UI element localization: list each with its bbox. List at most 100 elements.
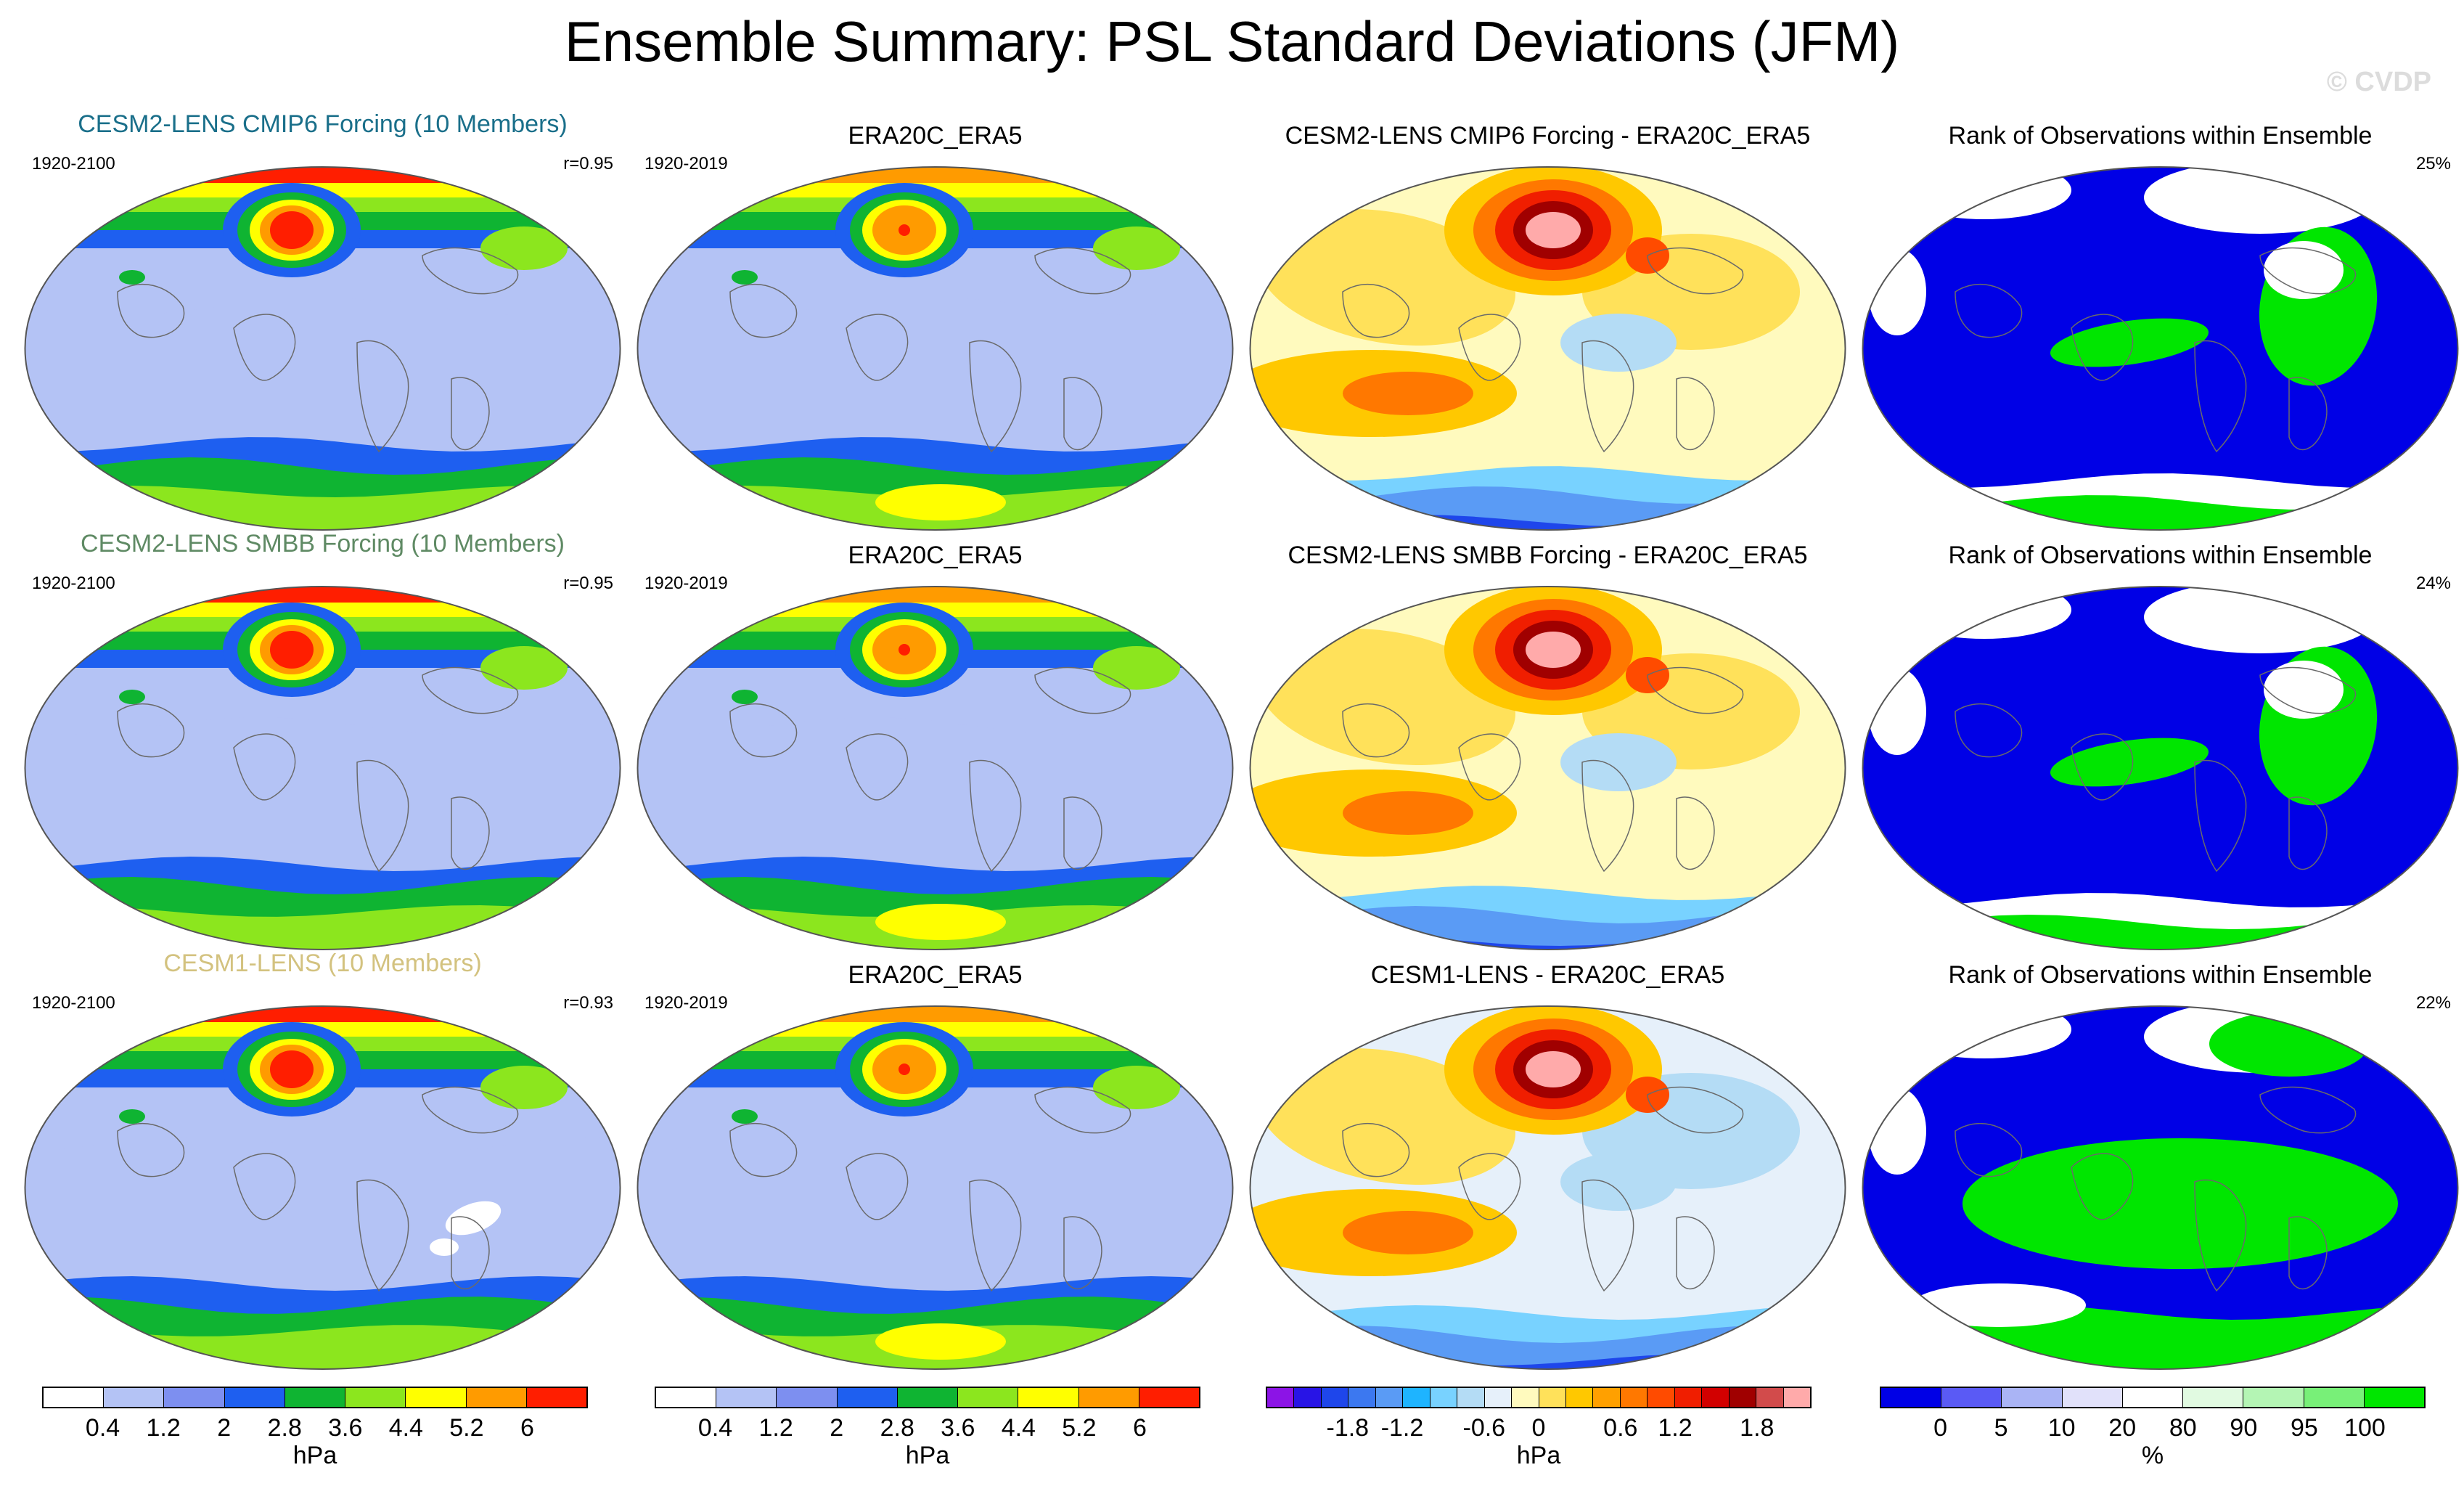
std-colorbar-tick-label: 4.4 (388, 1414, 423, 1442)
cool-patch-eq (1560, 733, 1677, 791)
coastline-4 (1647, 247, 1744, 295)
panel-model-row2: CESM2-LENS SMBB Forcing (10 Members) 1920… (16, 530, 629, 955)
sh-band-lime (25, 1325, 621, 1369)
std-colorbar-col2: 0.4 1.2 2 2.8 3.6 4.4 5.2 6 hPa (655, 1387, 1200, 1481)
rank-colorbar-swatch (2364, 1388, 2424, 1407)
rank-colorbar-tick-label: 20 (2108, 1414, 2137, 1442)
panel-title-rank-row2: Rank of Observations within Ensemble (1948, 542, 2373, 569)
rank-map (1862, 166, 2459, 531)
std-colorbar-tick-label: 2 (830, 1414, 844, 1442)
diff-map (1249, 1005, 1846, 1370)
coastline-0 (233, 733, 296, 801)
npac-red (899, 644, 910, 656)
map-outline (637, 1005, 1234, 1370)
coastline-0 (1458, 733, 1521, 801)
obs-map (637, 1005, 1234, 1370)
model-map (24, 166, 621, 531)
map-outline (24, 166, 621, 531)
panel-obs-row1: ERA20C_ERA5 1920-2019 (629, 116, 1242, 536)
panel-diff-row2: CESM2-LENS SMBB Forcing - ERA20C_ERA5 (1241, 536, 1854, 955)
diff-colorbar: -1.8 -1.2 -0.6 0 0.6 1.2 1.8 hPa (1266, 1387, 1812, 1481)
map-outline (24, 1005, 621, 1370)
natl-lime (1093, 646, 1180, 690)
diff-colorbar-tick-label: 1.2 (1658, 1414, 1693, 1442)
tropics-light (25, 1137, 621, 1247)
panel-title-model-row3: CESM1-LENS (10 Members) (163, 950, 482, 977)
nh-band-red (25, 1006, 621, 1022)
spot-green (732, 1109, 758, 1124)
nh-band-red (637, 1006, 1233, 1022)
panel-rank-row1: Rank of Observations within Ensemble 25% (1854, 116, 2464, 536)
std-colorbar-tick-label: 0.4 (697, 1414, 733, 1442)
std-colorbar-unit-label: hPa (292, 1442, 337, 1469)
nh-band-red (25, 587, 621, 603)
diff-colorbar-swatches (1266, 1387, 1812, 1408)
coastline-3 (117, 703, 185, 758)
coastline-4 (1647, 666, 1744, 714)
rank-map (1862, 1005, 2459, 1370)
panel-title-diff-row3: CESM1-LENS - ERA20C_ERA5 (1370, 961, 1725, 989)
std-colorbar-tick-label: 2.8 (267, 1414, 302, 1442)
diff-colorbar-swatch (1648, 1388, 1675, 1407)
diff-colorbar-swatch (1783, 1388, 1811, 1407)
coastline-4 (1034, 247, 1131, 295)
diff-colorbar-swatch (1267, 1388, 1295, 1407)
rank-percent-label: 25% (2415, 154, 2451, 173)
panel-model-row1: CESM2-LENS CMIP6 Forcing (10 Members) 192… (16, 110, 629, 536)
std-colorbar-swatch (837, 1388, 898, 1407)
diff-colorbar-tick-label: 1.8 (1740, 1414, 1775, 1442)
natl-lime (480, 226, 568, 270)
npac-red (270, 1050, 314, 1088)
cool-patch-eq (1560, 314, 1677, 372)
coastline-1 (1581, 340, 1634, 453)
diff-colorbar-swatch (1674, 1388, 1703, 1407)
diff-colorbar-unit-label: hPa (1516, 1442, 1561, 1469)
coastline-0 (846, 1153, 909, 1220)
panel-rank-row3: Rank of Observations within Ensemble 22% (1854, 955, 2464, 1375)
diff-colorbar-swatch (1565, 1388, 1594, 1407)
panel-obs-row2: ERA20C_ERA5 1920-2019 (629, 536, 1242, 955)
spot-green (119, 270, 145, 285)
diff-colorbar-swatch (1593, 1388, 1621, 1407)
coastline-2 (1676, 1216, 1715, 1290)
std-colorbar-tick-label: 4.4 (1001, 1414, 1036, 1442)
diff-colorbar-swatch (1294, 1388, 1322, 1407)
std-colorbar-swatches (655, 1387, 1200, 1408)
coastline-1 (356, 340, 409, 453)
coastline-1 (2194, 340, 2247, 453)
diff-colorbar-swatch (1457, 1388, 1485, 1407)
coastline-4 (422, 247, 519, 295)
spot-green (732, 270, 758, 285)
std-colorbar-swatch (777, 1388, 838, 1407)
diff-colorbar-swatch (1375, 1388, 1404, 1407)
std-colorbar-swatch (345, 1388, 406, 1407)
warm-core-sw (1343, 1211, 1473, 1254)
coastline-4 (2259, 1086, 2357, 1134)
green-north (2209, 1011, 2369, 1077)
diff-colorbar-swatch (1430, 1388, 1458, 1407)
natl-lime (1093, 1066, 1180, 1109)
rank-colorbar-swatch (2062, 1388, 2123, 1407)
year-range-label: 1920-2019 (644, 573, 728, 593)
coastline-3 (729, 283, 798, 338)
white-n-1 (1897, 587, 2071, 639)
panel-title-model-row2: CESM2-LENS SMBB Forcing (10 Members) (81, 530, 565, 558)
model-map (24, 1005, 621, 1370)
rank-percent-label: 22% (2415, 993, 2451, 1013)
rank-colorbar-swatches (1880, 1387, 2426, 1408)
coastline-0 (2071, 733, 2134, 801)
std-colorbar-tick-label: 3.6 (328, 1414, 363, 1442)
white-east (2264, 661, 2344, 719)
obs-map (637, 166, 1234, 531)
coastline-1 (356, 1179, 409, 1292)
diff-map (1249, 166, 1846, 531)
diff-colorbar-swatch (1512, 1388, 1539, 1407)
std-colorbar-tick-label: 6 (520, 1414, 534, 1442)
coastline-0 (846, 733, 909, 801)
coastline-3 (1955, 703, 2023, 758)
coastline-1 (969, 1179, 1022, 1292)
panel-diff-row1: CESM2-LENS CMIP6 Forcing - ERA20C_ERA5 (1241, 116, 1854, 536)
std-colorbar-swatch (164, 1388, 225, 1407)
coastline-2 (451, 377, 490, 451)
coastline-3 (729, 703, 798, 758)
